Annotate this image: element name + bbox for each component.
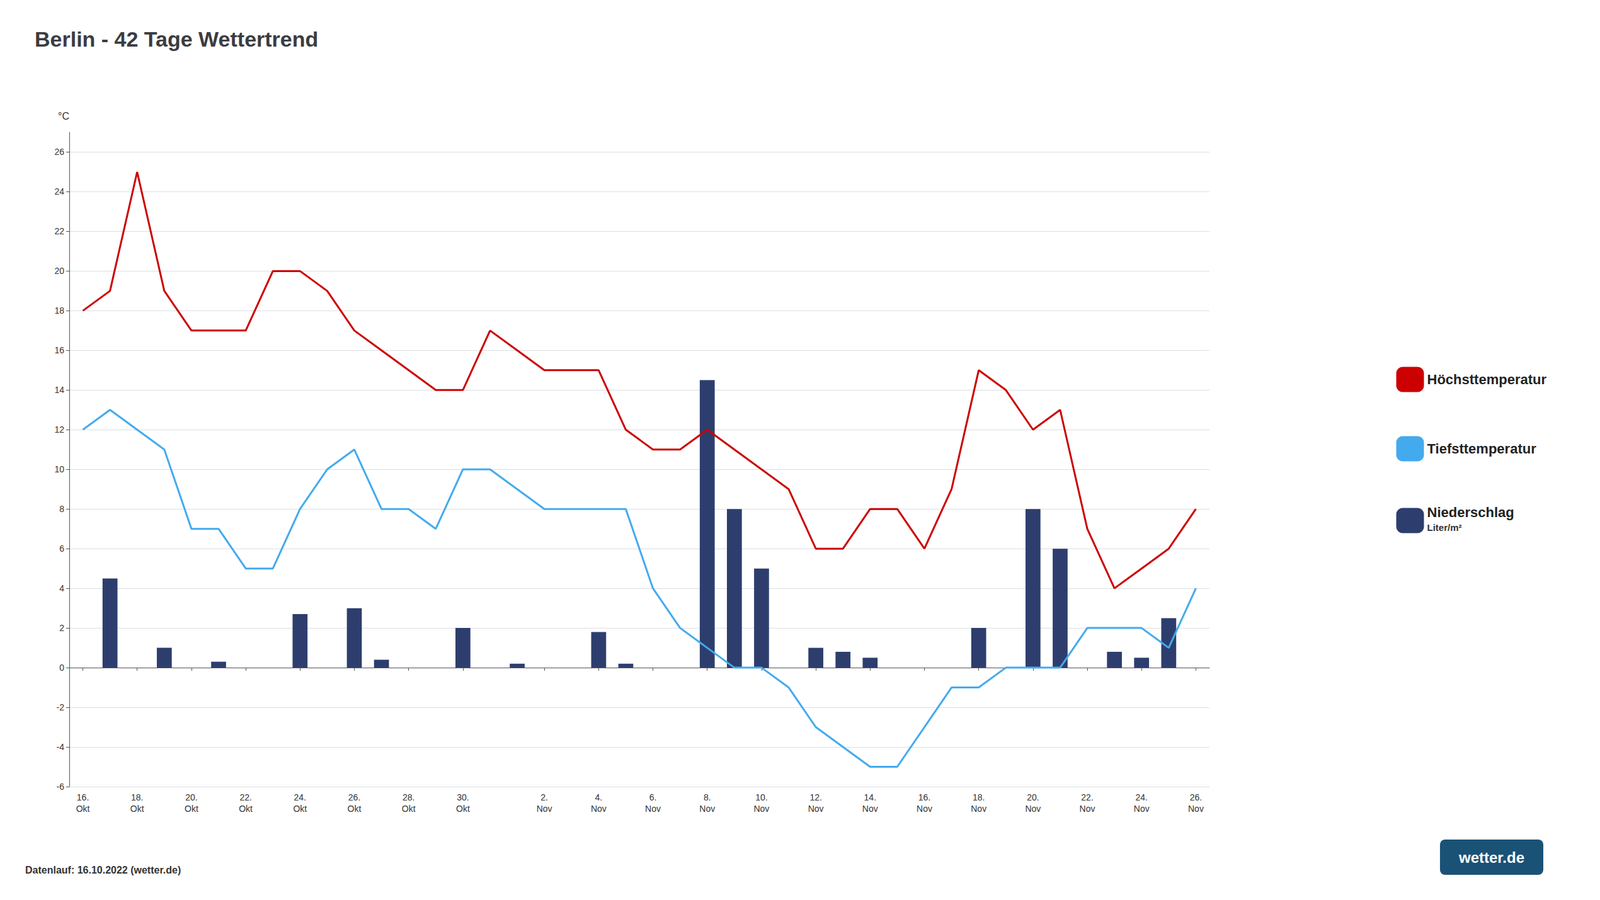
svg-text:Nov: Nov bbox=[970, 803, 987, 814]
svg-text:20.: 20. bbox=[185, 792, 198, 803]
svg-text:20: 20 bbox=[54, 265, 65, 276]
svg-text:26.: 26. bbox=[348, 792, 361, 803]
svg-text:Okt: Okt bbox=[130, 803, 145, 814]
svg-text:14.: 14. bbox=[864, 792, 877, 803]
svg-text:24: 24 bbox=[54, 186, 65, 197]
svg-text:-4: -4 bbox=[56, 742, 65, 753]
svg-text:12.: 12. bbox=[809, 792, 822, 803]
svg-text:Nov: Nov bbox=[1079, 803, 1096, 814]
svg-text:Datenlauf: 16.10.2022 (wetter.: Datenlauf: 16.10.2022 (wetter.de) bbox=[25, 864, 181, 876]
svg-text:Okt: Okt bbox=[238, 803, 253, 814]
svg-text:16.: 16. bbox=[918, 792, 931, 803]
svg-text:4.: 4. bbox=[595, 792, 603, 803]
svg-text:16.: 16. bbox=[76, 792, 89, 803]
svg-text:2.: 2. bbox=[540, 792, 549, 803]
svg-text:Nov: Nov bbox=[916, 803, 933, 814]
svg-text:Niederschlag: Niederschlag bbox=[1427, 504, 1515, 521]
svg-text:Okt: Okt bbox=[184, 803, 199, 814]
svg-text:Okt: Okt bbox=[292, 803, 307, 814]
svg-text:Liter/m²: Liter/m² bbox=[1427, 522, 1463, 533]
svg-text:22.: 22. bbox=[239, 792, 252, 803]
svg-text:Tiefsttemperatur: Tiefsttemperatur bbox=[1427, 440, 1538, 457]
svg-text:24.: 24. bbox=[294, 792, 307, 803]
svg-text:°C: °C bbox=[57, 110, 70, 122]
svg-text:Höchsttemperatur: Höchsttemperatur bbox=[1427, 371, 1548, 388]
svg-text:30.: 30. bbox=[456, 792, 469, 803]
svg-text:wetter.de: wetter.de bbox=[1458, 849, 1525, 867]
svg-text:8: 8 bbox=[59, 503, 65, 515]
svg-text:12: 12 bbox=[54, 424, 65, 435]
svg-text:10: 10 bbox=[54, 464, 65, 475]
svg-text:26.: 26. bbox=[1189, 792, 1202, 803]
svg-text:-6: -6 bbox=[56, 781, 65, 792]
svg-text:22: 22 bbox=[54, 226, 65, 237]
svg-text:4: 4 bbox=[59, 583, 65, 594]
svg-text:Nov: Nov bbox=[1024, 803, 1041, 814]
svg-text:18.: 18. bbox=[972, 792, 985, 803]
svg-text:Nov: Nov bbox=[808, 803, 824, 814]
svg-text:Nov: Nov bbox=[590, 803, 607, 814]
svg-text:Okt: Okt bbox=[347, 803, 362, 814]
svg-text:2: 2 bbox=[59, 622, 65, 634]
svg-text:Nov: Nov bbox=[753, 803, 770, 814]
svg-text:Nov: Nov bbox=[1188, 803, 1204, 814]
svg-text:8.: 8. bbox=[703, 792, 712, 803]
svg-text:Nov: Nov bbox=[1133, 803, 1150, 814]
svg-text:24.: 24. bbox=[1135, 792, 1148, 803]
svg-text:Okt: Okt bbox=[76, 803, 91, 814]
svg-text:10.: 10. bbox=[755, 792, 768, 803]
svg-text:28.: 28. bbox=[402, 792, 415, 803]
svg-text:Nov: Nov bbox=[699, 803, 715, 814]
svg-text:Okt: Okt bbox=[401, 803, 416, 814]
svg-text:Okt: Okt bbox=[456, 803, 470, 814]
svg-text:26: 26 bbox=[54, 146, 65, 157]
svg-text:0: 0 bbox=[59, 662, 65, 673]
svg-text:14: 14 bbox=[54, 384, 65, 395]
svg-text:-2: -2 bbox=[56, 702, 65, 713]
svg-text:18: 18 bbox=[54, 305, 65, 316]
svg-text:Nov: Nov bbox=[645, 803, 661, 814]
svg-text:6.: 6. bbox=[649, 792, 658, 803]
svg-text:Nov: Nov bbox=[862, 803, 879, 814]
svg-text:Berlin - 42 Tage Wettertrend: Berlin - 42 Tage Wettertrend bbox=[34, 27, 319, 52]
svg-text:Nov: Nov bbox=[536, 803, 553, 814]
svg-text:6: 6 bbox=[59, 543, 65, 554]
svg-text:20.: 20. bbox=[1026, 792, 1039, 803]
svg-text:16: 16 bbox=[54, 345, 65, 356]
svg-text:22.: 22. bbox=[1080, 792, 1093, 803]
svg-text:18.: 18. bbox=[131, 792, 143, 803]
